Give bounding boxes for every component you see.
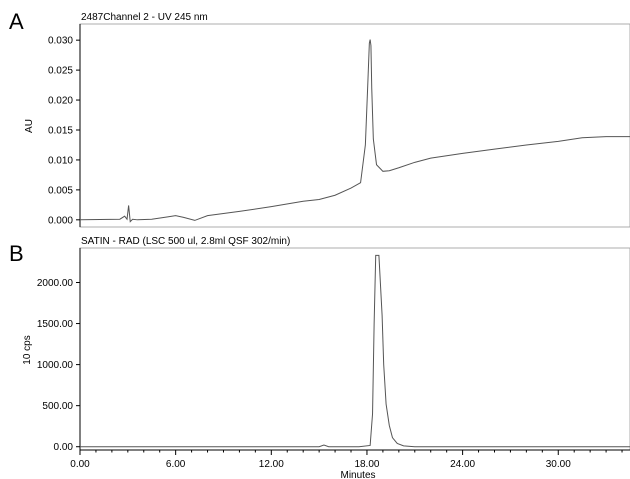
panel-b-y-tick-label: 1000.00	[37, 360, 74, 371]
panel-a-y-tick-label: 0.020	[48, 96, 73, 107]
panel-a-y-tick-label: 0.010	[48, 155, 73, 166]
panel-b-x-tick-label: 30.00	[546, 459, 571, 470]
panel-a-y-tick-label: 0.015	[48, 125, 73, 136]
panel-b-y-tick-label: 2000.00	[37, 278, 74, 289]
panel-b-title: SATIN - RAD (LSC 500 ul, 2.8ml QSF 302/m…	[81, 236, 290, 247]
panel-b-x-tick-label: 12.00	[259, 459, 284, 470]
panel-b-plot-frame	[79, 247, 630, 451]
panel-b: B SATIN - RAD (LSC 500 ul, 2.8ml QSF 302…	[9, 236, 630, 479]
panel-b-x-tick-label: 0.00	[70, 459, 90, 470]
panel-a-y-tick-label: 0.025	[48, 66, 73, 77]
panel-b-x-axis-label: Minutes	[340, 470, 375, 479]
panel-a-title: 2487Channel 2 - UV 245 nm	[81, 12, 208, 23]
panel-a-letter: A	[9, 9, 24, 34]
panel-a-plot-frame	[79, 23, 630, 228]
panel-a-y-tick-label: 0.005	[48, 185, 73, 196]
panel-b-x-tick-label: 24.00	[450, 459, 475, 470]
panel-a-y-ticks: 0.000 0.005 0.010 0.015 0.020 0.025 0.030	[48, 36, 80, 226]
panel-a-y-axis-label: AU	[24, 119, 35, 133]
panel-b-x-tick-label: 6.00	[166, 459, 186, 470]
panel-b-y-ticks: 0.00 500.00 1000.00 1500.00 2000.00	[37, 278, 80, 453]
panel-b-x-tick-label: 18.00	[354, 459, 379, 470]
panel-b-letter: B	[9, 241, 24, 266]
panel-b-y-tick-label: 1500.00	[37, 319, 74, 330]
panel-a-y-tick-label: 0.030	[48, 36, 73, 47]
panel-a-uv-trace	[79, 39, 630, 223]
panel-b-x-ticks: 0.00 6.00 12.00 18.00 24.00 30.00	[70, 450, 623, 470]
panel-a-y-tick-label: 0.000	[48, 215, 73, 226]
panel-b-y-tick-label: 0.00	[54, 442, 74, 453]
panel-b-y-axis-label: 10 cps	[22, 335, 33, 364]
panel-b-radio-trace	[80, 254, 630, 448]
panel-a: A 2487Channel 2 - UV 245 nm AU 0.0000.00…	[9, 9, 630, 228]
panel-b-y-tick-label: 500.00	[42, 401, 73, 412]
